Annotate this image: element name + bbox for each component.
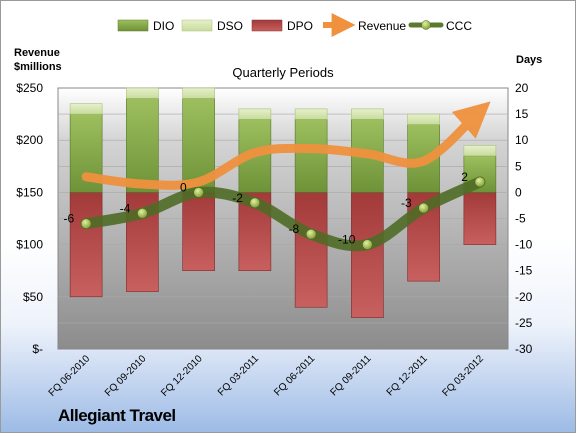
bar-dso (238, 108, 272, 120)
bar-dpo (182, 192, 215, 271)
ccc-data-label: 2 (461, 170, 468, 184)
series-line-ccc (80, 176, 486, 252)
chart-title: Quarterly Periods (232, 65, 334, 80)
right-axis-title: Days (516, 54, 542, 66)
left-axis-tick-label: $200 (16, 133, 43, 147)
bar-dpo (351, 192, 384, 318)
ccc-point (474, 176, 486, 188)
category-label: FQ 12-2010 (159, 353, 205, 399)
ccc-data-label: 0 (180, 180, 187, 194)
category-label: FQ 03-2011 (216, 353, 261, 398)
left-axis-tick-label: $50 (23, 290, 43, 304)
right-axis-tick-label: -15 (515, 264, 533, 278)
ccc-data-label: -2 (232, 191, 243, 205)
left-axis-ticks: $250 $200 $150 $100 $50 $- (16, 81, 43, 356)
ccc-points-group (80, 176, 486, 250)
bar-dpo (463, 192, 497, 245)
legend-swatch-dio (117, 19, 149, 32)
category-label: FQ 06-2010 (47, 353, 93, 399)
bar-dio (126, 98, 159, 193)
ccc-data-label: -4 (120, 201, 131, 215)
ccc-point (137, 207, 148, 219)
legend-swatch-ccc-dot (421, 20, 431, 30)
series-line-revenue (81, 101, 491, 190)
company-name: Allegiant Travel (58, 406, 176, 425)
bar-dso (351, 108, 384, 120)
category-label: FQ 06-2011 (272, 353, 317, 398)
bar-dpo (69, 192, 103, 298)
left-axis-tick-label: $250 (16, 81, 43, 95)
right-axis-ticks: 20 15 10 5 0 -5 -10 -15 -20 -25 -30 (515, 81, 533, 356)
right-axis-tick-label: -10 (515, 238, 533, 252)
category-label: FQ 12-2011 (385, 353, 430, 398)
legend: DIO DSO DPO Revenue CCC (117, 13, 472, 37)
category-label: FQ 09-2011 (329, 353, 374, 398)
ccc-point (249, 197, 261, 209)
bar-dpo (294, 192, 328, 308)
ccc-point (362, 239, 373, 250)
right-axis-tick-label: -25 (515, 316, 533, 330)
ccc-data-label: -10 (338, 233, 356, 247)
bar-dso (463, 145, 497, 157)
ccc-data-label: -3 (401, 196, 412, 210)
bar-dio (294, 119, 328, 193)
ccc-point (305, 228, 317, 240)
right-axis-tick-label: 15 (515, 107, 529, 121)
legend-swatch-dso (181, 19, 213, 32)
bar-dso (294, 108, 328, 120)
bars-group (69, 87, 497, 318)
ccc-labels-group: -6 -4 0 -2 -8 -10 -3 2 (63, 170, 468, 247)
ccc-point (80, 218, 92, 230)
legend-label-dio: DIO (153, 19, 174, 33)
right-axis-tick-label: 0 (515, 185, 522, 199)
left-axis-title-line2: $millions (14, 61, 62, 73)
bar-dso (182, 87, 215, 99)
left-axis-title-line1: Revenue (14, 47, 60, 59)
bar-dso (69, 103, 103, 115)
right-axis-tick-label: -20 (515, 290, 533, 304)
bar-dso (126, 87, 159, 99)
left-axis-tick-label: $100 (16, 238, 43, 252)
ccc-point (418, 202, 429, 214)
legend-label-dpo: DPO (287, 19, 313, 33)
ccc-point (193, 187, 204, 198)
right-axis-tick-label: -30 (515, 342, 533, 356)
right-axis-tick-label: -5 (515, 212, 526, 226)
legend-swatch-dpo (251, 19, 283, 32)
category-label: FQ 03-2012 (440, 353, 486, 399)
legend-label-dso: DSO (217, 19, 243, 33)
left-axis-tick-label: $- (32, 342, 43, 356)
left-axis-tick-label: $150 (16, 185, 43, 199)
ccc-data-label: -6 (63, 212, 74, 226)
category-label: FQ 09-2010 (103, 353, 149, 399)
right-axis-tick-label: 10 (515, 133, 529, 147)
legend-label-revenue: Revenue (358, 19, 406, 33)
ccc-data-label: -8 (288, 222, 299, 236)
right-axis-tick-label: 20 (515, 81, 529, 95)
lines-group (80, 101, 491, 252)
legend-label-ccc: CCC (446, 19, 472, 33)
right-axis-tick-label: 5 (515, 159, 522, 173)
category-axis-labels: FQ 06-2010 FQ 09-2010 FQ 12-2010 FQ 03-2011… (47, 353, 487, 399)
bar-dso (407, 113, 440, 125)
